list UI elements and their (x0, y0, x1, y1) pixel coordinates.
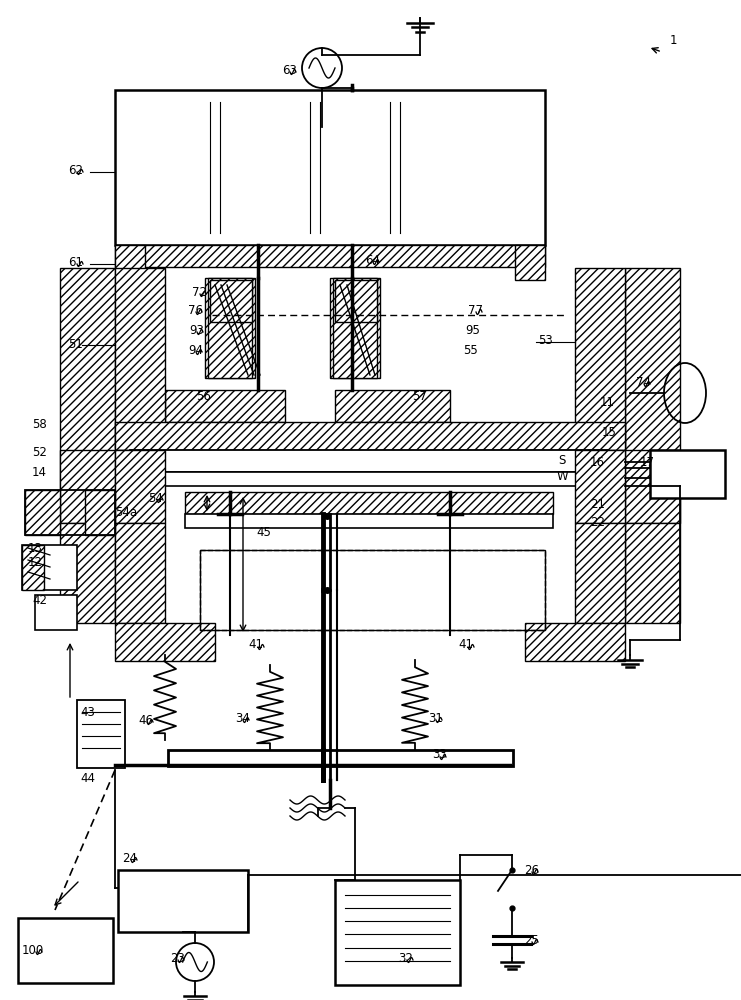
Bar (115, 623, 215, 661)
Bar (168, 750, 513, 766)
Text: 46: 46 (138, 714, 153, 726)
Bar (22, 545, 77, 590)
Text: 57: 57 (412, 390, 427, 403)
Text: 58: 58 (32, 418, 47, 432)
Text: 53: 53 (538, 334, 553, 347)
Bar (335, 880, 460, 985)
Bar (25, 490, 115, 535)
Bar (60, 268, 115, 523)
Text: 95: 95 (465, 324, 480, 336)
Text: 94: 94 (188, 344, 203, 357)
Text: 25: 25 (524, 934, 539, 946)
Bar (650, 450, 725, 498)
Bar (115, 450, 150, 486)
Bar (60, 523, 115, 623)
Bar (575, 523, 625, 623)
Bar (330, 278, 380, 378)
Text: 23: 23 (170, 952, 185, 964)
Text: 100: 100 (22, 944, 44, 956)
Bar (22, 545, 44, 590)
Bar (115, 523, 165, 623)
Bar (588, 450, 623, 486)
Bar (210, 280, 252, 322)
Bar (335, 390, 450, 422)
Text: 52: 52 (32, 446, 47, 460)
Text: 63: 63 (282, 64, 297, 77)
Text: 64: 64 (365, 253, 380, 266)
Text: 44: 44 (80, 772, 95, 784)
Bar (200, 550, 545, 630)
Text: 45: 45 (256, 526, 271, 538)
Text: 34: 34 (235, 712, 250, 724)
Bar (575, 268, 625, 448)
Text: 13: 13 (28, 542, 43, 554)
Text: 55: 55 (463, 344, 478, 357)
Bar (35, 595, 77, 630)
Bar (85, 490, 115, 535)
Text: 42: 42 (32, 593, 47, 606)
Bar (25, 490, 60, 535)
Text: 1: 1 (670, 33, 677, 46)
Bar (115, 90, 545, 245)
Text: 54: 54 (148, 491, 163, 504)
Bar (148, 472, 590, 486)
Text: 77: 77 (468, 304, 483, 316)
Text: 56: 56 (196, 390, 211, 403)
Bar (625, 268, 680, 523)
Bar (77, 700, 125, 768)
Text: 62: 62 (68, 163, 83, 176)
Bar (185, 514, 553, 528)
Bar (625, 450, 680, 523)
Text: 74: 74 (636, 375, 651, 388)
Bar (130, 450, 608, 472)
Bar (115, 245, 145, 280)
Bar (200, 550, 545, 630)
Text: 12: 12 (28, 556, 43, 570)
Text: 33: 33 (432, 748, 447, 762)
Bar (208, 278, 252, 378)
Bar (575, 450, 625, 523)
Text: W: W (557, 470, 568, 483)
Text: 24: 24 (122, 852, 137, 864)
Bar (205, 278, 255, 378)
Text: 14: 14 (32, 466, 47, 479)
Bar (18, 918, 113, 983)
Text: 61: 61 (68, 255, 83, 268)
Bar (165, 390, 285, 422)
Bar (115, 268, 165, 448)
Text: 76: 76 (188, 304, 203, 316)
Bar (335, 280, 377, 322)
Text: 41: 41 (458, 639, 473, 652)
Bar (333, 278, 377, 378)
Text: 26: 26 (524, 863, 539, 876)
Text: 16: 16 (590, 456, 605, 468)
Bar (115, 422, 625, 450)
Text: 15: 15 (602, 426, 617, 438)
Text: 21: 21 (590, 498, 605, 512)
Bar (525, 623, 625, 661)
Text: 11: 11 (600, 395, 615, 408)
Bar (118, 870, 248, 932)
Text: 93: 93 (189, 324, 204, 336)
Text: 54a: 54a (115, 506, 137, 518)
Text: 31: 31 (428, 712, 443, 724)
Text: 43: 43 (80, 706, 95, 718)
Text: 41: 41 (248, 639, 263, 652)
Text: S: S (558, 454, 565, 466)
Bar (60, 450, 115, 523)
Text: 22: 22 (590, 516, 605, 528)
Text: 32: 32 (398, 952, 413, 964)
Bar (625, 523, 680, 623)
Bar (185, 492, 553, 514)
Bar (115, 245, 545, 267)
Text: 17: 17 (640, 456, 655, 468)
Bar (115, 450, 165, 523)
Text: 51: 51 (68, 338, 83, 352)
Bar (515, 245, 545, 280)
Text: 72: 72 (192, 286, 207, 298)
